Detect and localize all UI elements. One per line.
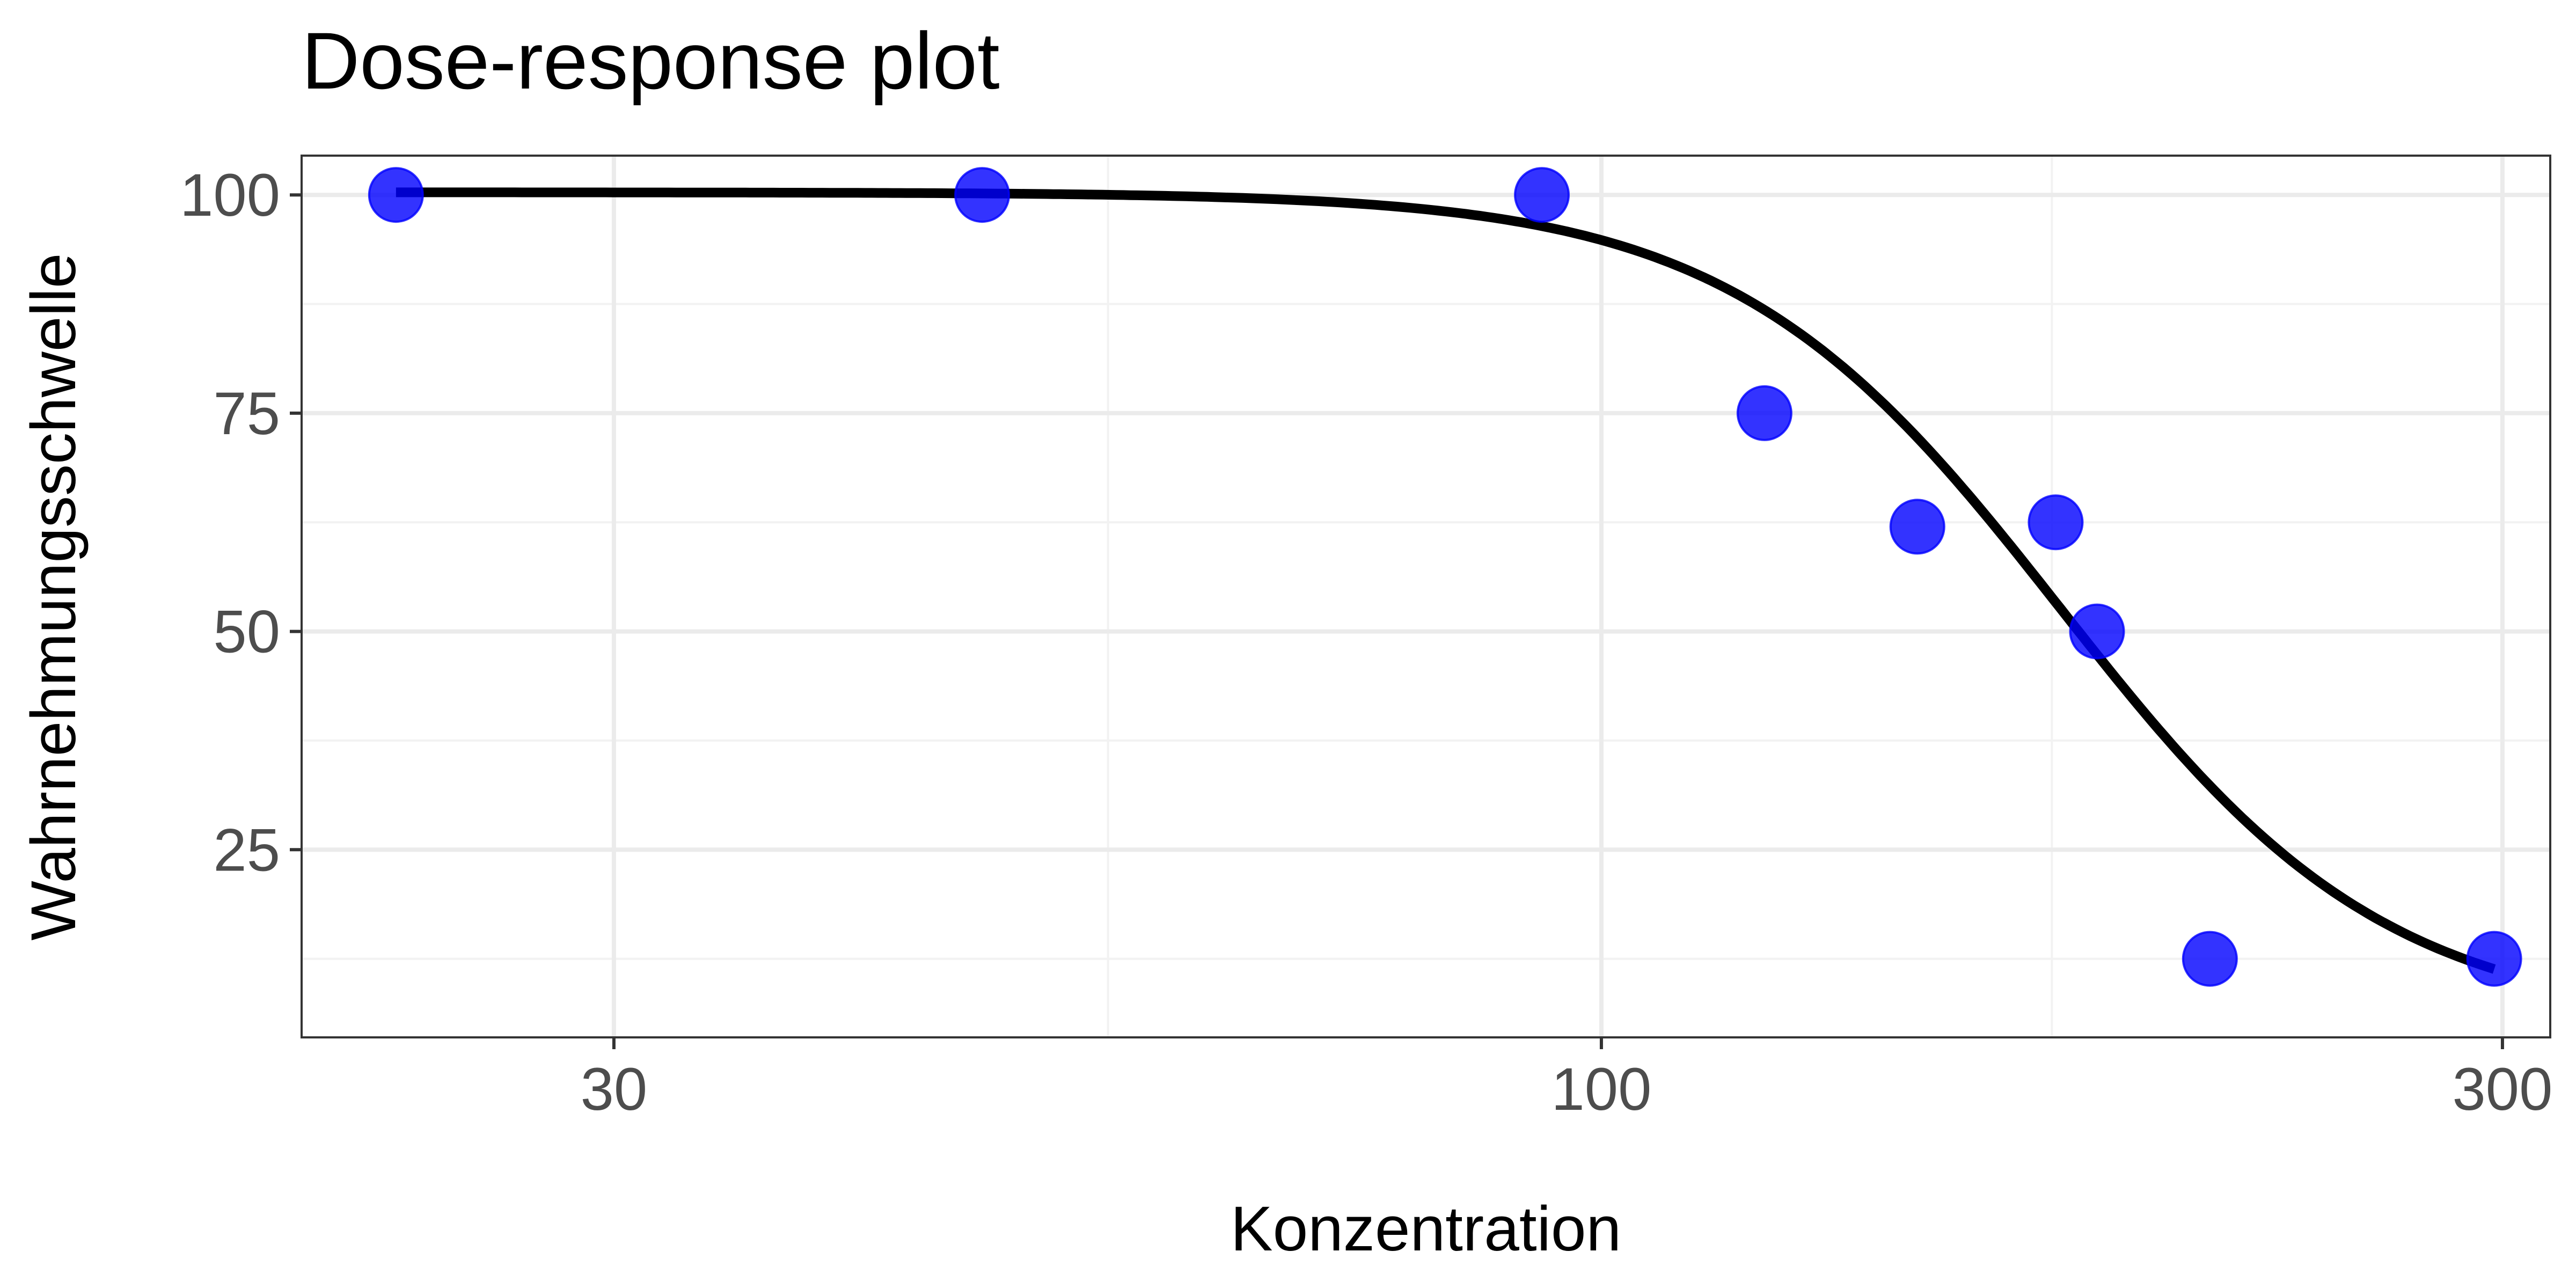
data-point	[1736, 385, 1792, 441]
y-tick-label: 100	[180, 162, 280, 229]
x-axis-title: Konzentration	[1231, 1194, 1621, 1264]
y-axis-title: Wahrnehmungsschwelle	[18, 253, 89, 940]
data-point	[2028, 494, 2084, 551]
data-point	[1514, 167, 1570, 223]
data-point	[368, 167, 424, 223]
x-tick-label: 30	[581, 1056, 648, 1123]
x-tick-label: 100	[1552, 1056, 1652, 1123]
y-tick-label: 25	[213, 816, 280, 883]
chart-title: Dose-response plot	[302, 16, 1000, 106]
data-points-layer	[368, 167, 2522, 987]
panel-border	[301, 155, 2551, 1038]
data-point	[2182, 931, 2238, 987]
fit-curve-layer	[396, 187, 2496, 974]
y-tick-label: 75	[213, 380, 280, 447]
data-point	[1889, 499, 1945, 555]
data-point	[2466, 931, 2522, 987]
data-point	[954, 167, 1011, 223]
data-point	[2069, 603, 2125, 660]
y-tick-label: 50	[213, 598, 280, 665]
axis-ticks: 25 50 75 100 30 100 300	[180, 162, 2552, 1123]
x-tick-label: 300	[2453, 1056, 2553, 1123]
fit-curve	[396, 187, 2496, 974]
grid	[302, 156, 2550, 1037]
